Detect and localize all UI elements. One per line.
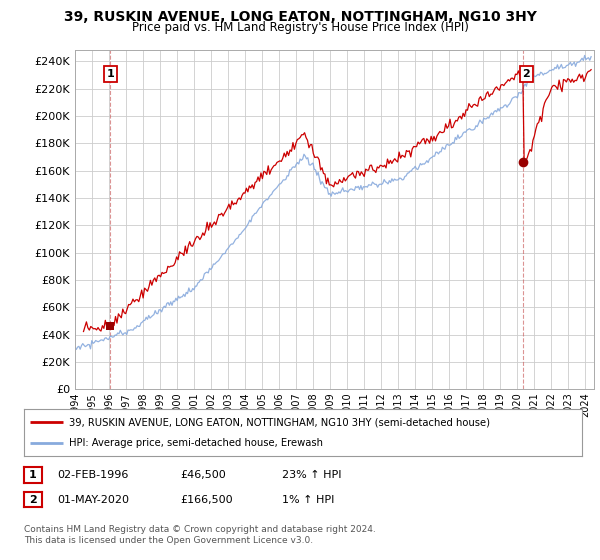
Text: £46,500: £46,500: [180, 470, 226, 480]
Text: 1% ↑ HPI: 1% ↑ HPI: [282, 494, 334, 505]
Text: 2: 2: [29, 494, 37, 505]
Text: Contains HM Land Registry data © Crown copyright and database right 2024.
This d: Contains HM Land Registry data © Crown c…: [24, 525, 376, 545]
Text: 23% ↑ HPI: 23% ↑ HPI: [282, 470, 341, 480]
Text: 01-MAY-2020: 01-MAY-2020: [57, 494, 129, 505]
Text: 39, RUSKIN AVENUE, LONG EATON, NOTTINGHAM, NG10 3HY: 39, RUSKIN AVENUE, LONG EATON, NOTTINGHA…: [64, 10, 536, 24]
Text: Price paid vs. HM Land Registry's House Price Index (HPI): Price paid vs. HM Land Registry's House …: [131, 21, 469, 34]
Text: £166,500: £166,500: [180, 494, 233, 505]
Text: 39, RUSKIN AVENUE, LONG EATON, NOTTINGHAM, NG10 3HY (semi-detached house): 39, RUSKIN AVENUE, LONG EATON, NOTTINGHA…: [68, 417, 490, 427]
Text: 02-FEB-1996: 02-FEB-1996: [57, 470, 128, 480]
Text: 1: 1: [29, 470, 37, 480]
Text: HPI: Average price, semi-detached house, Erewash: HPI: Average price, semi-detached house,…: [68, 438, 323, 448]
Text: 2: 2: [523, 69, 530, 79]
Text: 1: 1: [107, 69, 114, 79]
